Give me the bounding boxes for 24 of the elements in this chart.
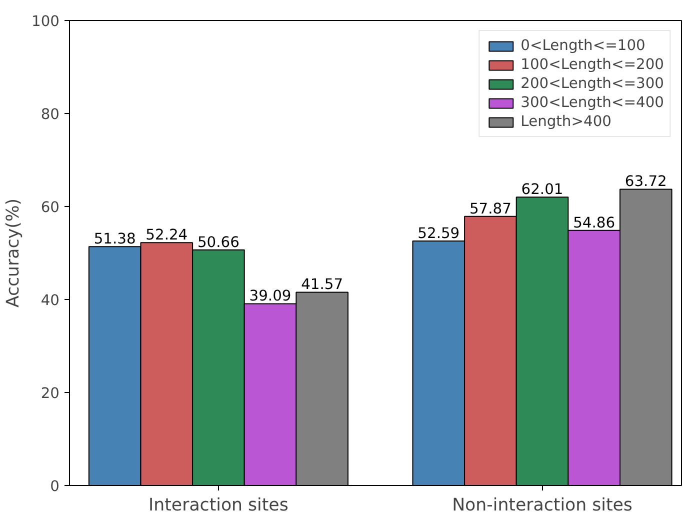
- data-label: 39.09: [249, 288, 292, 305]
- y-axis-title: Accuracy(%): [4, 198, 24, 308]
- y-tick-label: 100: [32, 13, 60, 30]
- x-tick-label: Non-interaction sites: [452, 496, 632, 516]
- y-tick-label: 80: [40, 106, 60, 123]
- data-label: 57.87: [469, 200, 512, 218]
- data-label: 41.57: [301, 276, 344, 294]
- legend-label: 100<Length<=200: [520, 56, 664, 73]
- data-label: 52.24: [146, 226, 188, 244]
- data-label: 63.72: [624, 173, 667, 190]
- data-label: 52.59: [418, 224, 460, 242]
- data-label: 51.38: [94, 230, 136, 248]
- data-label: 50.66: [197, 234, 240, 251]
- y-tick-label: 60: [40, 199, 60, 216]
- y-tick-label: 0: [50, 478, 60, 495]
- y-tick-label: 20: [40, 385, 60, 402]
- data-label: 62.01: [521, 181, 564, 198]
- legend-label: Length>400: [520, 113, 612, 130]
- legend-label: 300<Length<=400: [520, 94, 664, 111]
- y-tick-label: 40: [40, 292, 60, 309]
- data-label: 54.86: [573, 214, 616, 232]
- legend-label: 0<Length<=100: [520, 37, 646, 54]
- legend-label: 200<Length<=300: [520, 75, 664, 92]
- x-tick-label: Interaction sites: [148, 496, 288, 516]
